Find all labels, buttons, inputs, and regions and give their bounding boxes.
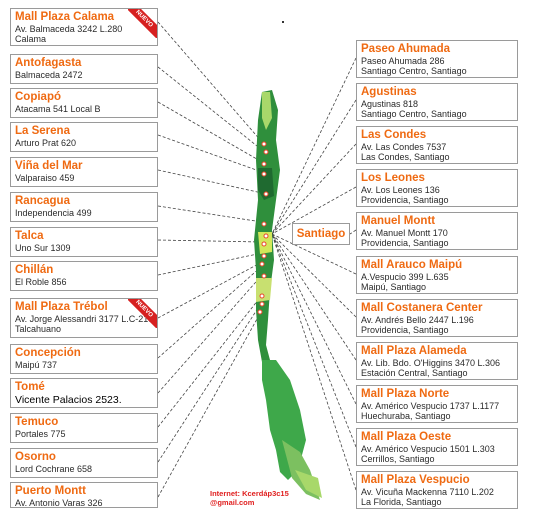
store-address: Av. Manuel Montt 170: [361, 228, 448, 238]
store-name: Osorno: [15, 451, 56, 463]
store-city: Maipú, Santiago: [361, 282, 427, 292]
decorative-dot: [282, 21, 284, 23]
store-name: Viña del Mar: [15, 160, 83, 172]
store-name: Concepción: [15, 347, 81, 359]
santiago-label: Santiago: [296, 228, 346, 240]
store-card-copiapo[interactable]: Copiapó Atacama 541 Local B: [10, 88, 158, 118]
store-address: Av. Américo Vespucio 1737 L.1177: [361, 401, 500, 411]
new-badge: NUEVO: [128, 299, 157, 328]
store-address: Independencia 499: [15, 208, 92, 218]
store-card-talca[interactable]: Talca Uno Sur 1309: [10, 227, 158, 257]
store-card-costanera-center[interactable]: Mall Costanera Center Av. Andrés Bello 2…: [356, 299, 518, 337]
store-name: Tomé: [15, 381, 45, 393]
connector-lines: [157, 21, 357, 498]
store-name: Mall Costanera Center: [361, 302, 483, 314]
store-name: Copiapó: [15, 91, 61, 103]
store-card-plaza-vespucio[interactable]: Mall Plaza Vespucio Av. Vicuña Mackenna …: [356, 471, 518, 509]
store-name: Talca: [15, 230, 44, 242]
santiago-label-box: Santiago: [292, 223, 350, 245]
store-card-arauco-maipu[interactable]: Mall Arauco Maipú A.Vespucio 399 L.635 M…: [356, 256, 518, 294]
store-city: Santiago Centro, Santiago: [361, 66, 467, 76]
store-name: Mall Plaza Calama: [15, 11, 115, 23]
store-address: Paseo Ahumada 286: [361, 56, 445, 66]
store-address: Av. Las Condes 7537: [361, 142, 447, 152]
new-badge: NUEVO: [128, 9, 157, 38]
store-address: Agustinas 818: [361, 99, 419, 109]
store-name: Mall Arauco Maipú: [361, 259, 463, 271]
store-city: Providencia, Santiago: [361, 325, 449, 335]
store-card-puerto-montt[interactable]: Puerto Montt Av. Antonio Varas 326: [10, 482, 158, 508]
contact-line: Internet: Kcerdáp3c15: [210, 489, 289, 498]
store-address: Uno Sur 1309: [15, 243, 71, 253]
store-card-paseo-ahumada[interactable]: Paseo Ahumada Paseo Ahumada 286 Santiago…: [356, 40, 518, 78]
store-name: La Serena: [15, 125, 70, 137]
store-address: Vicente Palacios 2523.: [15, 394, 122, 406]
store-name: Agustinas: [361, 86, 417, 98]
store-card-chillan[interactable]: Chillán El Roble 856: [10, 261, 158, 291]
store-name: Mall Plaza Vespucio: [361, 474, 470, 486]
store-address: Av. Andrés Bello 2447 L.196: [361, 315, 474, 325]
store-card-plaza-alameda[interactable]: Mall Plaza Alameda Av. Lib. Bdo. O'Higgi…: [356, 342, 518, 380]
store-card-tome[interactable]: Tomé Vicente Palacios 2523.: [10, 378, 158, 408]
store-address: Av. Balmaceda 3242 L.280: [15, 24, 123, 34]
store-city: Huechuraba, Santiago: [361, 411, 451, 421]
store-card-osorno[interactable]: Osorno Lord Cochrane 658: [10, 448, 158, 478]
store-name: Rancagua: [15, 195, 70, 207]
store-card-concepcion[interactable]: Concepción Maipú 737: [10, 344, 158, 374]
store-name: Manuel Montt: [361, 215, 436, 227]
store-card-rancagua[interactable]: Rancagua Independencia 499: [10, 192, 158, 222]
store-city: Providencia, Santiago: [361, 195, 449, 205]
store-city: Las Condes, Santiago: [361, 152, 450, 162]
store-address: Balmaceda 2472: [15, 70, 83, 80]
contact-email: @gmail.com: [210, 498, 255, 507]
store-address: Arturo Prat 620: [15, 138, 77, 148]
store-city: Estación Central, Santiago: [361, 368, 468, 378]
store-address: Av. Lib. Bdo. O'Higgins 3470 L.306: [361, 358, 500, 368]
store-city: Cerrillos, Santiago: [361, 454, 435, 464]
store-card-plaza-oeste[interactable]: Mall Plaza Oeste Av. Américo Vespucio 15…: [356, 428, 518, 466]
store-name: Los Leones: [361, 172, 425, 184]
store-name: Puerto Montt: [15, 485, 86, 497]
store-card-calama[interactable]: Mall Plaza Calama Av. Balmaceda 3242 L.2…: [10, 8, 158, 46]
store-card-manuel-montt[interactable]: Manuel Montt Av. Manuel Montt 170 Provid…: [356, 212, 518, 250]
store-address: Lord Cochrane 658: [15, 464, 93, 474]
store-card-agustinas[interactable]: Agustinas Agustinas 818 Santiago Centro,…: [356, 83, 518, 121]
store-name: Temuco: [15, 416, 59, 428]
store-address: A.Vespucio 399 L.635: [361, 272, 449, 282]
internet-contact: Internet: Kcerdáp3c15 @gmail.com: [210, 489, 289, 507]
store-address: Av. Américo Vespucio 1501 L.303: [361, 444, 495, 454]
store-address: Av. Los Leones 136: [361, 185, 440, 195]
store-city: La Florida, Santiago: [361, 497, 442, 507]
store-name: Antofagasta: [15, 57, 82, 69]
store-address: Av. Antonio Varas 326: [15, 498, 103, 508]
store-card-plaza-trebol[interactable]: Mall Plaza Trébol Av. Jorge Alessandri 3…: [10, 298, 158, 338]
store-address: Av. Jorge Alessandri 3177 L.C-218b: [15, 314, 158, 324]
store-city: Talcahuano: [15, 324, 62, 334]
store-address: Atacama 541 Local B: [15, 104, 101, 114]
store-city: Providencia, Santiago: [361, 238, 449, 248]
store-address: Maipú 737: [15, 360, 58, 370]
store-address: Av. Vicuña Mackenna 7110 L.202: [361, 487, 494, 497]
store-city: Santiago Centro, Santiago: [361, 109, 467, 119]
store-name: Chillán: [15, 264, 54, 276]
store-name: Mall Plaza Trébol: [15, 301, 108, 313]
store-address: Portales 775: [15, 429, 66, 439]
store-card-plaza-norte[interactable]: Mall Plaza Norte Av. Américo Vespucio 17…: [356, 385, 518, 423]
store-name: Mall Plaza Norte: [361, 388, 450, 400]
store-city: Calama: [15, 34, 47, 44]
store-address: Valparaiso 459: [15, 173, 75, 183]
store-card-la-serena[interactable]: La Serena Arturo Prat 620: [10, 122, 158, 152]
store-card-antofagasta[interactable]: Antofagasta Balmaceda 2472: [10, 54, 158, 84]
store-name: Las Condes: [361, 129, 427, 141]
map-pins: [257, 141, 269, 315]
store-card-temuco[interactable]: Temuco Portales 775: [10, 413, 158, 443]
store-card-las-condes[interactable]: Las Condes Av. Las Condes 7537 Las Conde…: [356, 126, 518, 164]
store-card-vina-del-mar[interactable]: Viña del Mar Valparaiso 459: [10, 157, 158, 187]
store-name: Mall Plaza Oeste: [361, 431, 452, 443]
store-address: El Roble 856: [15, 277, 67, 287]
store-card-los-leones[interactable]: Los Leones Av. Los Leones 136 Providenci…: [356, 169, 518, 207]
store-name: Mall Plaza Alameda: [361, 345, 467, 357]
store-name: Paseo Ahumada: [361, 43, 451, 55]
